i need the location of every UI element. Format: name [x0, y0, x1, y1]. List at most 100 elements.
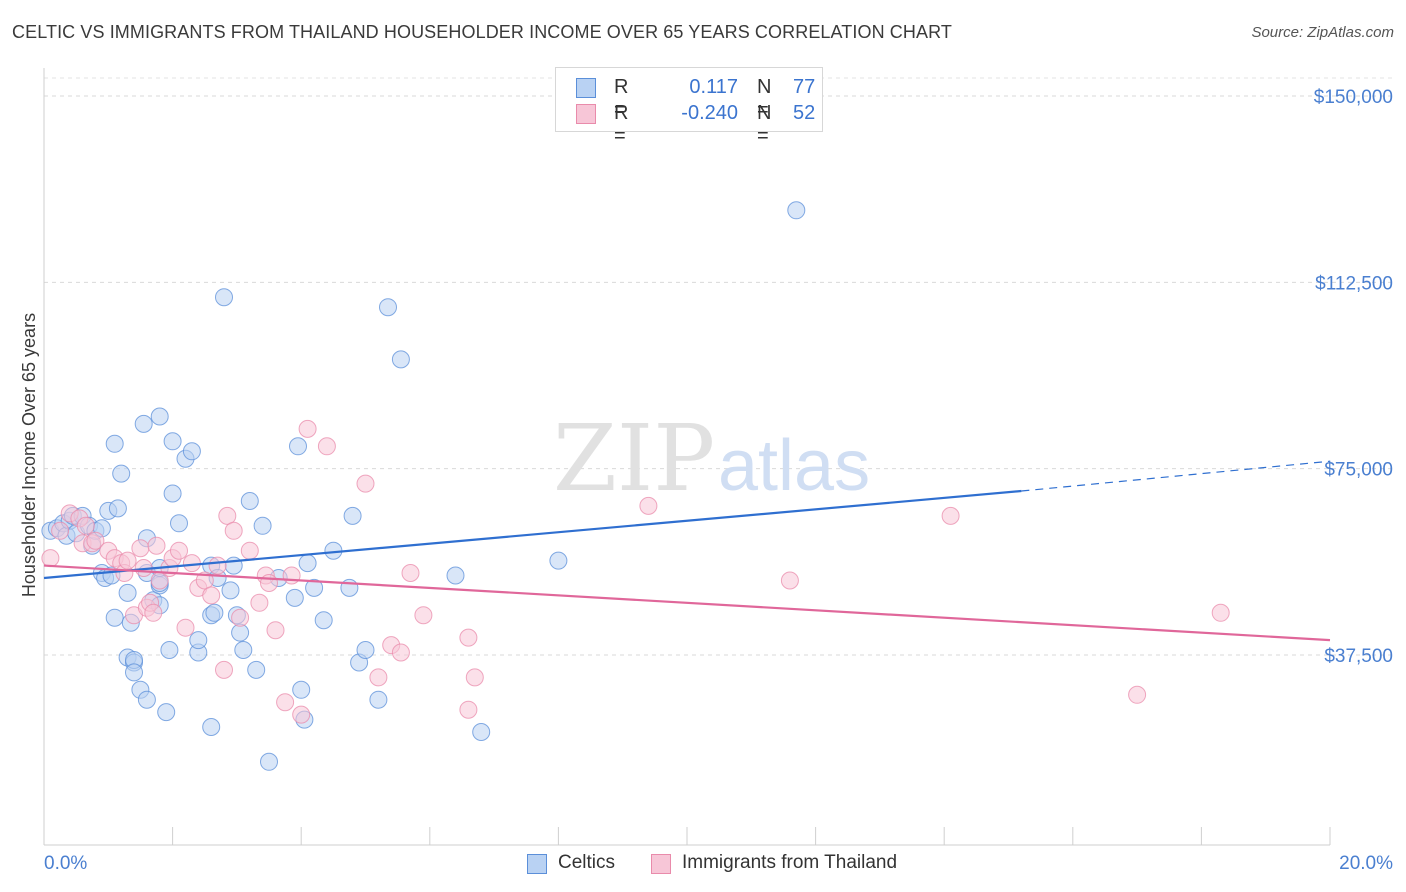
y-tick-labels: $37,500 $75,000 $112,500 $150,000: [1314, 87, 1393, 667]
celtics-point: [247, 660, 266, 679]
thailand-point: [780, 571, 799, 590]
y-axis-label: Householder Income Over 65 years: [19, 313, 39, 597]
thailand-point: [250, 593, 269, 612]
celtics-point: [105, 608, 124, 627]
legend-swatch-thailand: [576, 104, 596, 124]
thailand-point: [144, 603, 163, 622]
legend: R = 0.117 N = 77 R = -0.240 N = 52: [555, 67, 823, 147]
celtics-point: [105, 434, 124, 453]
thailand-point: [465, 668, 484, 687]
thailand-point: [224, 521, 243, 540]
bottom-legend-label-thailand: Immigrants from Thailand: [682, 852, 898, 873]
celtics-point: [549, 551, 568, 570]
celtics-point: [305, 578, 324, 597]
x-tick-min: 0.0%: [44, 853, 87, 874]
thailand-point: [51, 521, 70, 540]
thailand-point: [202, 586, 221, 605]
y-tick-label: $37,500: [1324, 646, 1393, 667]
x-tick-max: 20.0%: [1339, 853, 1393, 874]
celtics-point: [215, 288, 233, 307]
celtics-point: [472, 723, 491, 741]
legend-n-label: N =: [757, 102, 772, 147]
y-tick-label: $112,500: [1315, 273, 1393, 294]
celtics-point: [253, 516, 272, 535]
celtics-point: [137, 690, 156, 709]
celtics-trend-line: [43, 489, 1022, 580]
celtics-point: [379, 298, 397, 317]
celtics-point: [391, 350, 410, 369]
celtics-point: [289, 437, 307, 456]
celtics-point: [170, 514, 188, 533]
watermark-zip: ZIP: [553, 405, 715, 512]
legend-r-label: R =: [614, 76, 629, 121]
y-tick-label: $75,000: [1324, 460, 1393, 481]
celtics-point: [202, 718, 221, 736]
thailand-point: [41, 549, 60, 568]
celtics-point: [163, 484, 182, 503]
celtics-point: [260, 752, 278, 771]
celtics-point: [157, 703, 176, 722]
thailand-point: [1211, 603, 1230, 622]
thailand-point: [414, 606, 433, 625]
thailand-point: [218, 506, 237, 525]
celtics-point: [285, 588, 304, 607]
legend-swatch-celtics: [576, 78, 596, 98]
celtics-point: [189, 631, 208, 650]
trend-lines: [43, 460, 1331, 642]
bottom-legend-swatch-thailand: [651, 854, 671, 874]
legend-n-value: 77: [793, 76, 816, 98]
thailand-trend-line: [43, 564, 1331, 642]
celtics-point: [182, 442, 201, 461]
thailand-point: [276, 693, 295, 712]
thailand-point: [131, 539, 150, 558]
celtics-point: [298, 554, 317, 573]
celtics-point: [108, 499, 127, 518]
bottom-legend-label-celtics: Celtics: [558, 852, 616, 873]
celtics-point: [369, 690, 388, 709]
legend-r-value: -0.240: [681, 102, 738, 124]
thailand-point: [1128, 685, 1147, 704]
celtics-point: [112, 464, 131, 483]
celtics-point: [134, 414, 153, 433]
legend-n-value: 52: [793, 102, 816, 124]
thailand-point: [195, 571, 214, 590]
thailand-point: [208, 556, 227, 575]
celtics-point: [234, 641, 253, 659]
y-tick-label: $150,000: [1314, 87, 1393, 108]
thailand-point: [260, 574, 278, 592]
celtics-point: [343, 506, 362, 525]
celtics-point: [446, 566, 465, 585]
legend-n-label: N =: [757, 76, 772, 121]
celtics-trend-extension: [1021, 460, 1331, 492]
celtics-point: [292, 680, 311, 699]
thailand-point: [459, 700, 478, 719]
bottom-legend-swatch-celtics: [527, 854, 547, 874]
legend-r-value: 0.117: [689, 76, 738, 98]
thailand-point: [317, 437, 336, 456]
thailand-point: [459, 628, 478, 647]
celtics-point: [314, 611, 333, 630]
axes: [43, 68, 1331, 846]
celtics-point: [205, 603, 224, 622]
thailand-point: [240, 541, 259, 560]
thailand-point: [292, 705, 311, 724]
thailand-point: [639, 496, 658, 515]
thailand-point: [282, 566, 301, 585]
celtics-point: [240, 492, 259, 510]
celtics-point: [221, 581, 240, 600]
thailand-point: [76, 516, 95, 535]
thailand-point: [369, 668, 388, 687]
celtics-point: [118, 583, 137, 602]
thailand-point: [356, 474, 375, 493]
thailand-point: [86, 531, 105, 550]
thailand-point: [391, 643, 410, 662]
celtics-point: [150, 407, 169, 426]
celtics-point: [787, 201, 806, 220]
legend-r-label: R =: [614, 102, 629, 147]
data-points: [41, 201, 1230, 771]
celtics-point: [356, 641, 375, 659]
watermark-atlas: atlas: [718, 426, 870, 506]
thailand-point: [215, 660, 233, 679]
thailand-point: [176, 618, 195, 637]
